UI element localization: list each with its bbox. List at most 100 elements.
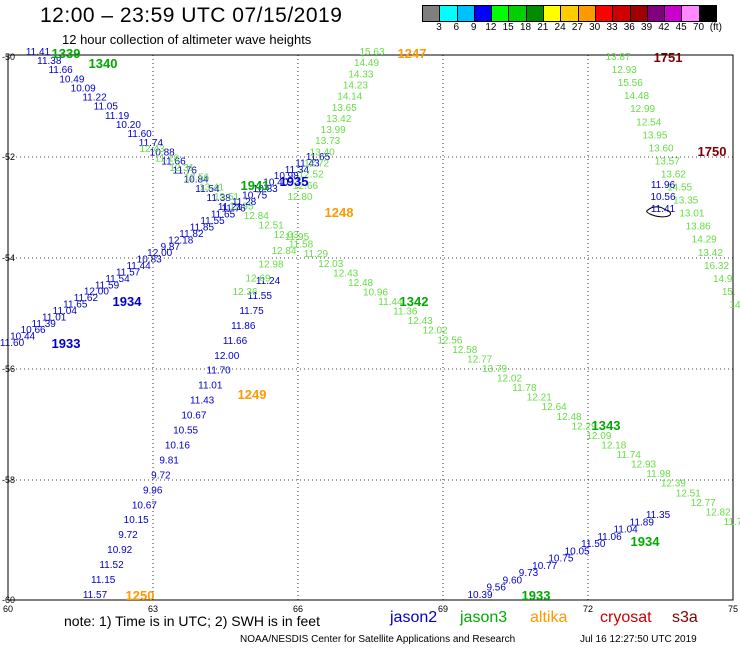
pass-time-label: 1250 [126, 588, 155, 603]
wave-height-value: 12.80 [287, 192, 312, 203]
pass-time-label: 1935 [280, 174, 309, 189]
legend-label: 15 [502, 22, 514, 33]
wave-height-value: 13.42 [326, 114, 351, 125]
wave-height-value: 12.72 [304, 159, 329, 170]
wave-height-value: 13.35 [673, 196, 698, 207]
wave-height-value: 15.56 [618, 78, 643, 89]
wave-height-value: 12.39 [661, 479, 686, 490]
wave-height-value: 10.16 [165, 441, 190, 452]
wave-height-value: 11.43 [295, 158, 320, 169]
wave-height-value: 11.82 [179, 229, 204, 240]
wave-height-value: 12.77 [467, 354, 492, 365]
pass-time-label: 1934 [113, 294, 143, 309]
wave-height-value: 11.28 [232, 197, 257, 208]
wave-height-value: 11.39 [32, 319, 57, 330]
wave-height-value: 14.14 [337, 92, 362, 103]
wave-height-value: 11.29 [304, 249, 329, 260]
wave-height-value: 12.03 [274, 230, 299, 241]
wave-height-value: 10.83 [137, 255, 162, 266]
wave-height-value: 13.40 [310, 147, 335, 158]
wave-height-value: 10.75 [242, 191, 267, 202]
wave-height-value: 12.48 [557, 412, 582, 423]
wave-height-value: 12.98 [258, 260, 283, 271]
wave-height-value: 10.66 [21, 325, 46, 336]
legend-label: 21 [537, 22, 549, 33]
wave-height-value: 11.18 [155, 154, 180, 165]
credit-text: NOAA/NESDIS Center for Satellite Applica… [240, 634, 516, 645]
wave-height-value: 10.15 [124, 515, 149, 526]
satellite-legend-jason2: jason2 [390, 609, 438, 626]
wave-height-value: 12.56 [437, 335, 462, 346]
pass-time-label: 1751 [654, 50, 683, 65]
wave-height-value: 11.78 [512, 383, 537, 394]
x-tick-label: 63 [148, 604, 158, 614]
wave-height-value: 12.43 [408, 316, 433, 327]
wave-height-value: 9.87 [161, 242, 181, 253]
wave-height-value: 13.01 [679, 209, 704, 220]
x-tick-label: 60 [3, 604, 13, 614]
wave-height-value: 13.79 [482, 364, 507, 375]
wave-height-value: 12.84 [244, 211, 269, 222]
wave-height-value: 11.55 [248, 291, 273, 302]
x-tick-label: 69 [438, 604, 448, 614]
color-scale-labels: 3 6 9 12 15 18 21 24 27 30 33 36 39 42 45 70 (ft) [422, 22, 740, 36]
wave-height-value: 11.74 [617, 450, 642, 461]
wave-height-value: 12.02 [497, 374, 522, 385]
wave-height-value: 10.75 [548, 554, 573, 565]
wave-height-value: 13.62 [661, 170, 686, 181]
wave-height-value: 12.36 [232, 287, 257, 298]
pass-time-label: 1934 [631, 534, 661, 549]
wave-height-value: 13.99 [321, 125, 346, 136]
wave-height-value: 12.02 [423, 326, 448, 337]
wave-height-value: 9.60 [503, 576, 523, 587]
wave-height-value: 11.38 [37, 56, 62, 67]
wave-height-value: 12.84 [271, 246, 296, 257]
wave-height-value: 11.76 [221, 203, 246, 214]
wave-height-value: 11.7 [724, 517, 740, 528]
wave-height-value: 12.69 [245, 273, 270, 284]
wave-height-value: 12.31 [169, 163, 194, 174]
wave-height-value: 12.18 [168, 235, 193, 246]
wave-height-value: 11.95 [285, 232, 310, 243]
wave-height-value: 11.60 [0, 338, 25, 349]
wave-height-value: 10.83 [253, 184, 278, 195]
wave-height-value: 12.64 [542, 402, 567, 413]
wave-height-value: 11.06 [597, 532, 622, 543]
wave-height-value: 10.96 [363, 288, 388, 299]
wave-height-value: 13.41 [199, 182, 224, 193]
wave-height-value: 13.95 [642, 130, 667, 141]
y-tick-label: -56 [2, 364, 15, 374]
wave-height-value: 11.76 [173, 166, 198, 177]
pass-time-label: 1750 [698, 144, 727, 159]
wave-height-value: 11.57 [116, 267, 141, 278]
wave-height-value: 11.65 [306, 152, 331, 163]
pass-time-label: 1342 [400, 294, 429, 309]
wave-height-value: 12.93 [631, 460, 656, 471]
wave-height-value: 10.67 [181, 411, 206, 422]
color-scale-legend [422, 5, 718, 22]
legend-label: 27 [571, 22, 583, 33]
wave-height-value: 9.72 [118, 530, 138, 541]
wave-height-value: 11.66 [223, 336, 248, 347]
wave-height-value: 11.15 [91, 575, 116, 586]
x-tick-label: 72 [583, 604, 593, 614]
legend-label: 70 [692, 22, 705, 33]
wave-height-value: 12.43 [333, 268, 358, 279]
island-outline [646, 206, 671, 218]
wave-height-value: 13.51 [214, 192, 239, 203]
wave-height-value: 9.81 [159, 455, 179, 466]
legend-label: 30 [589, 22, 601, 33]
pass-time-label: 1339 [52, 46, 81, 61]
legend-label: 36 [623, 22, 635, 33]
pass-time-label: 1941 [241, 178, 270, 193]
wave-height-value: 10.92 [107, 545, 132, 556]
wave-height-value: 11.38 [207, 193, 232, 204]
wave-height-value: 11.04 [53, 306, 78, 317]
legend-label: 33 [606, 22, 618, 33]
wave-height-value: 15. [722, 287, 736, 298]
satellite-legend-cryosat: cryosat [600, 609, 652, 626]
wave-height-value: 11.96 [651, 180, 676, 191]
wave-height-value: 11.54 [105, 274, 130, 285]
wave-height-value: 10.44 [10, 332, 35, 343]
